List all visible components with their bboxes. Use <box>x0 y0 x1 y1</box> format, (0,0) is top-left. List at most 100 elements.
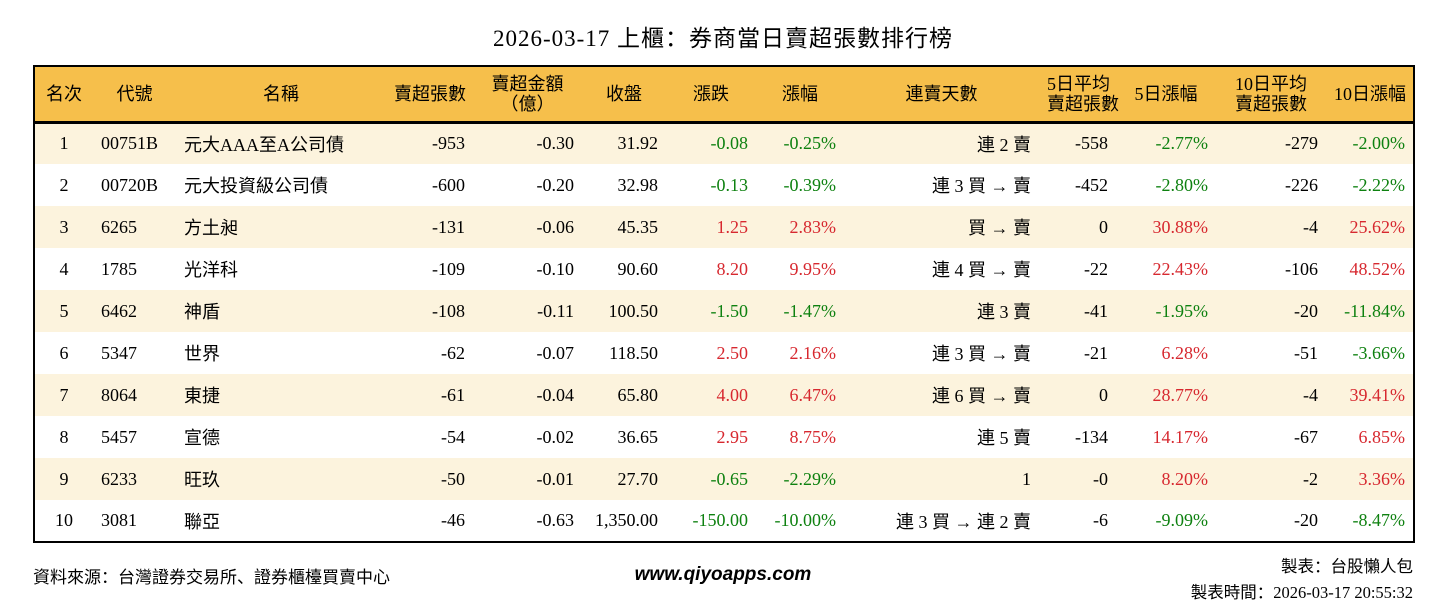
cell-rank: 9 <box>59 468 69 489</box>
table-row: 4 1785 光洋科 -109 -0.10 90.60 8.20 9.95% 連 4 買 → 賣… <box>34 248 1414 290</box>
cell-code: 00751B <box>101 133 159 154</box>
cell-name: 旺玖 <box>184 470 220 490</box>
column-header-code: 代號 <box>93 66 176 124</box>
cell-avg5: -22 <box>1084 258 1108 279</box>
cell-avg5: -21 <box>1084 342 1108 363</box>
table-header-row: 名次 代號 名稱 賣超張數 賣超金額 （億） 收盤 漲跌 漲幅 連賣天數 5日平均 賣超張數 5日漲幅 1… <box>34 66 1414 124</box>
cell-change_pct: 2.83% <box>789 216 837 237</box>
cell-code: 5457 <box>101 426 137 447</box>
table-row: 3 6265 方土昶 -131 -0.06 45.35 1.25 2.83% 買 → 賣 0 30.… <box>34 206 1414 248</box>
cell-rank: 5 <box>59 300 69 321</box>
cell-pct10: -8.47% <box>1352 510 1406 530</box>
cell-name: 方土昶 <box>184 218 238 238</box>
data-source-text: 資料來源：台灣證券交易所、證券櫃檯買賣中心 <box>33 568 390 587</box>
column-header-pct5: 5日漲幅 <box>1116 66 1216 124</box>
cell-sell_volume: -62 <box>441 342 465 363</box>
cell-sell_volume: -46 <box>441 510 465 530</box>
table-row: 6 5347 世界 -62 -0.07 118.50 2.50 2.16% 連 3 買 → 賣 -… <box>34 332 1414 374</box>
cell-pct5: 14.17% <box>1152 426 1209 447</box>
cell-code: 00720B <box>101 174 159 195</box>
column-header-close: 收盤 <box>582 66 666 124</box>
cell-change: 2.95 <box>716 426 749 447</box>
cell-name: 神盾 <box>184 302 220 322</box>
cell-pct10: 6.85% <box>1358 426 1406 447</box>
cell-code: 6462 <box>101 300 137 321</box>
cell-sell_amount: -0.10 <box>536 258 575 279</box>
cell-close: 31.92 <box>617 133 659 154</box>
cell-sell_volume: -131 <box>432 216 465 237</box>
cell-change: -1.50 <box>710 300 749 321</box>
cell-change: -150.00 <box>692 510 749 530</box>
cell-close: 65.80 <box>617 384 659 405</box>
cell-sell_amount: -0.30 <box>536 133 575 154</box>
cell-pct10: -2.00% <box>1352 133 1406 154</box>
cell-sell_amount: -0.02 <box>536 426 575 447</box>
cell-change_pct: 6.47% <box>789 384 837 405</box>
column-header-pct10: 10日漲幅 <box>1326 66 1414 124</box>
ranking-table-container: 名次 代號 名稱 賣超張數 賣超金額 （億） 收盤 漲跌 漲幅 連賣天數 5日平均 賣超張數 5日漲幅 1… <box>33 65 1415 543</box>
cell-code: 6265 <box>101 216 137 237</box>
cell-avg10: -4 <box>1303 216 1318 237</box>
cell-change: -0.13 <box>710 174 749 195</box>
column-header-name: 名稱 <box>176 66 386 124</box>
cell-avg5: -452 <box>1075 174 1108 195</box>
cell-change_pct: 9.95% <box>789 258 837 279</box>
cell-name: 東捷 <box>184 386 220 406</box>
cell-avg10: -51 <box>1294 342 1318 363</box>
cell-pct5: 8.20% <box>1161 468 1209 489</box>
cell-pct5: -9.09% <box>1155 510 1209 530</box>
cell-change_pct: -0.25% <box>783 133 837 154</box>
cell-avg10: -106 <box>1285 258 1318 279</box>
cell-change_pct: 2.16% <box>789 342 837 363</box>
cell-pct10: 48.52% <box>1349 258 1406 279</box>
cell-avg10: -2 <box>1303 468 1318 489</box>
cell-change_pct: -10.00% <box>774 510 837 530</box>
cell-code: 3081 <box>101 510 137 530</box>
cell-pct5: -1.95% <box>1155 300 1209 321</box>
cell-streak: 連 4 買 → 賣 <box>932 260 1031 280</box>
cell-sell_volume: -109 <box>432 258 465 279</box>
cell-pct5: -2.80% <box>1155 174 1209 195</box>
cell-pct5: 30.88% <box>1152 216 1209 237</box>
cell-close: 1,350.00 <box>595 510 658 530</box>
cell-rank: 1 <box>59 133 69 154</box>
cell-rank: 8 <box>59 426 69 447</box>
column-header-rank: 名次 <box>34 66 93 124</box>
cell-avg5: 0 <box>1099 384 1108 405</box>
cell-close: 32.98 <box>617 174 659 195</box>
cell-change_pct: -2.29% <box>783 468 837 489</box>
cell-streak: 連 2 賣 <box>977 134 1031 155</box>
cell-pct5: 6.28% <box>1161 342 1209 363</box>
cell-streak: 連 3 賣 <box>977 302 1031 322</box>
cell-sell_amount: -0.01 <box>536 468 575 489</box>
table-header: 名次 代號 名稱 賣超張數 賣超金額 （億） 收盤 漲跌 漲幅 連賣天數 5日平均 賣超張數 5日漲幅 1… <box>34 66 1414 124</box>
page-title: 2026-03-17 上櫃：券商當日賣超張數排行榜 <box>492 26 954 51</box>
cell-sell_volume: -600 <box>432 174 465 195</box>
cell-code: 1785 <box>101 258 137 279</box>
cell-pct5: 22.43% <box>1152 258 1209 279</box>
cell-sell_amount: -0.63 <box>536 510 575 530</box>
cell-pct10: -3.66% <box>1352 342 1406 363</box>
cell-avg10: -4 <box>1303 384 1318 405</box>
cell-avg10: -20 <box>1294 300 1318 321</box>
cell-avg5: -134 <box>1075 426 1108 447</box>
cell-change_pct: 8.75% <box>789 426 837 447</box>
cell-streak: 連 3 買 → 賣 <box>932 176 1031 196</box>
cell-code: 8064 <box>101 384 137 405</box>
cell-pct10: 39.41% <box>1349 384 1406 405</box>
cell-sell_amount: -0.11 <box>537 300 574 321</box>
cell-rank: 7 <box>59 384 69 405</box>
website-text: www.qiyoapps.com <box>634 564 812 585</box>
cell-change_pct: -0.39% <box>783 174 837 195</box>
cell-code: 5347 <box>101 342 137 363</box>
column-header-change: 漲跌 <box>666 66 756 124</box>
cell-rank: 3 <box>59 216 69 237</box>
cell-close: 118.50 <box>609 342 658 363</box>
table-row: 5 6462 神盾 -108 -0.11 100.50 -1.50 -1.47% 連 3 賣 -4… <box>34 290 1414 332</box>
credit-block: 製表：台股懶人包 製表時間：2026-03-17 20:55:32 <box>1191 554 1413 606</box>
cell-avg5: -0 <box>1093 468 1108 489</box>
cell-sell_amount: -0.07 <box>536 342 575 363</box>
cell-streak: 連 3 買 → 連 2 賣 <box>896 511 1031 532</box>
cell-change: 2.50 <box>716 342 749 363</box>
cell-streak: 連 6 買 → 賣 <box>932 386 1031 406</box>
